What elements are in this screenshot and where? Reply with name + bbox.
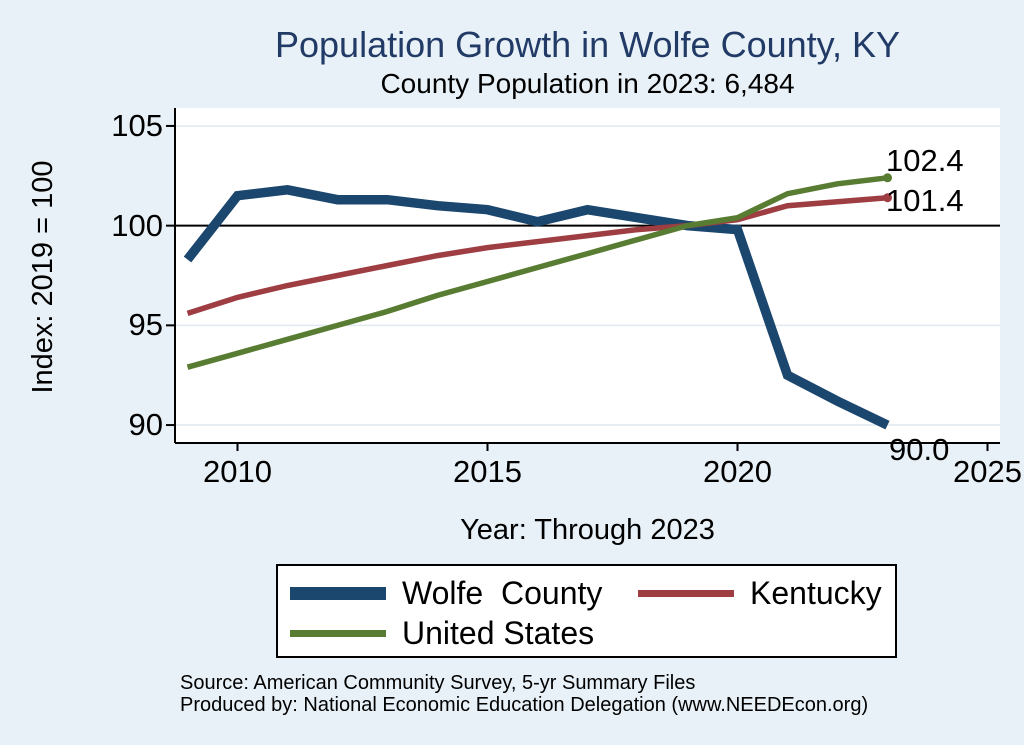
- produced-by-line: Produced by: National Economic Education…: [180, 694, 869, 716]
- source-line: Source: American Community Survey, 5-yr …: [180, 672, 696, 694]
- y-tick-label-90: 90: [128, 407, 163, 443]
- end-label-kentucky: 101.4: [886, 183, 964, 218]
- y-tick-label-95: 95: [128, 307, 163, 343]
- legend-swatch-wolfe-county: [290, 587, 386, 600]
- x-tick-label-2020: 2020: [703, 454, 772, 489]
- series-end-marker-united-states: [883, 173, 892, 183]
- y-axis-title: Index: 2019 = 100: [27, 160, 59, 394]
- x-tick-label-2015: 2015: [453, 454, 522, 489]
- y-tick-label-100: 100: [111, 207, 163, 243]
- end-label-united-states: 102.4: [886, 143, 964, 178]
- chart-subtitle: County Population in 2023: 6,484: [380, 68, 795, 99]
- series-line-kentucky: [186, 194, 888, 317]
- legend-label-kentucky: Kentucky: [750, 575, 882, 611]
- series-end-marker-kentucky: [883, 193, 892, 203]
- plot-area: [175, 108, 1000, 443]
- legend-swatch-united-states: [290, 630, 386, 637]
- series-line-united-states: [186, 175, 888, 370]
- legend: Wolfe County Kentucky United States: [276, 564, 897, 658]
- x-tick-label-2010: 2010: [203, 454, 272, 489]
- end-label-wolfe-county: 90.0: [889, 432, 950, 467]
- chart-title: Population Growth in Wolfe County, KY: [275, 24, 900, 65]
- legend-swatch-kentucky: [638, 590, 734, 597]
- legend-label-united-states: United States: [402, 615, 595, 651]
- series-line-wolfe-county: [183, 184, 890, 430]
- legend-label-wolfe-county: Wolfe County: [402, 575, 603, 611]
- x-axis-title: Year: Through 2023: [460, 514, 715, 546]
- y-tick-label-105: 105: [111, 107, 163, 143]
- x-tick-label-2025: 2025: [953, 454, 1022, 489]
